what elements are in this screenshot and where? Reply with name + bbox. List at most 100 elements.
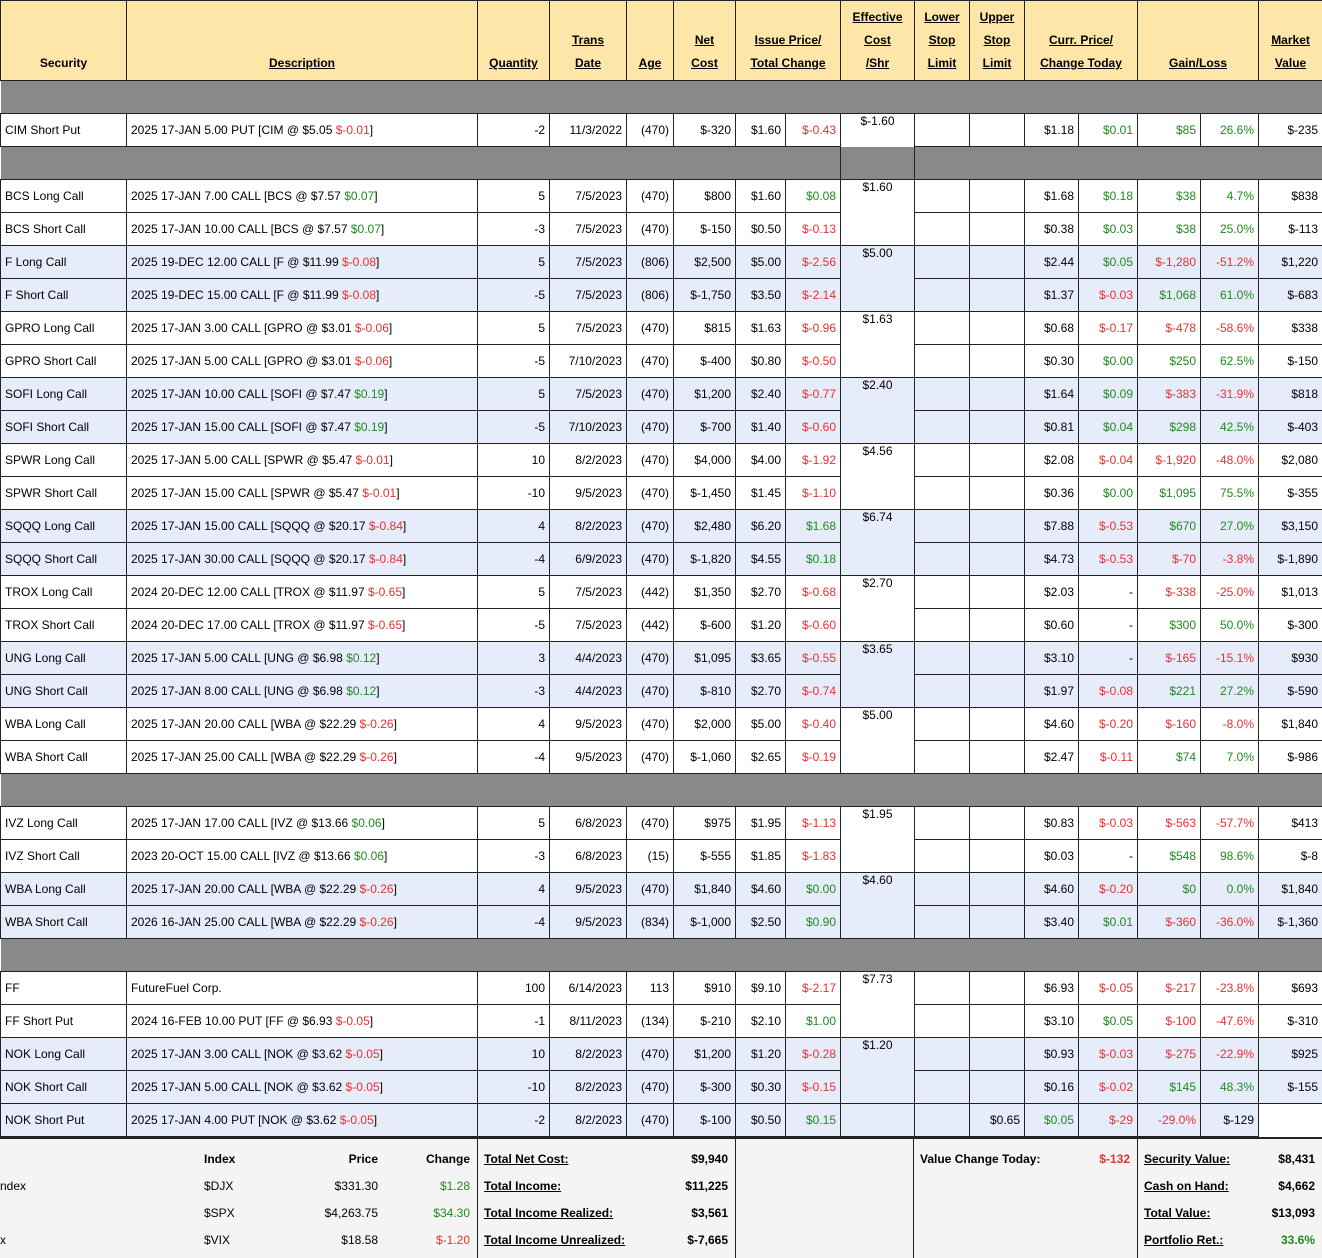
age-cell: (470) — [627, 114, 674, 147]
underlying-change: $0.07 — [344, 189, 374, 203]
security-cell: SPWR Long Call — [1, 444, 127, 477]
gain-loss-cell: $-165 — [1138, 642, 1201, 675]
underlying-change: $-0.05 — [340, 1113, 374, 1127]
net-cost-cell: $1,840 — [674, 873, 736, 906]
col-age[interactable]: Age — [627, 1, 674, 81]
security-cell: NOK Short Put — [1, 1104, 127, 1137]
total-change-cell: $-0.55 — [786, 642, 841, 675]
col-quantity[interactable]: Quantity — [478, 1, 550, 81]
net-cost-cell: $800 — [674, 180, 736, 213]
lower-stop-cell — [915, 906, 970, 939]
trans-date-cell: 7/5/2023 — [550, 609, 627, 642]
security-cell: NOK Long Call — [1, 1038, 127, 1071]
quantity-cell: 10 — [478, 1038, 550, 1071]
net-cost-cell: $-700 — [674, 411, 736, 444]
quantity-cell: 5 — [478, 807, 550, 840]
trans-date-cell: 6/8/2023 — [550, 840, 627, 873]
description-cell: 2025 19-DEC 12.00 CALL [F @ $11.99 $-0.0… — [127, 246, 478, 279]
curr-price-cell: $1.64 — [1025, 378, 1079, 411]
net-cost-cell: $-810 — [674, 675, 736, 708]
col-security[interactable]: Security — [1, 1, 127, 81]
trans-date-cell: 7/10/2023 — [550, 345, 627, 378]
issue-price-cell: $5.00 — [736, 246, 786, 279]
upper-stop-cell — [970, 312, 1025, 345]
bracket-close: ] — [382, 816, 385, 830]
total-change-cell: $-0.13 — [786, 213, 841, 246]
quantity-cell: -3 — [478, 675, 550, 708]
underlying-change: $-0.26 — [360, 915, 394, 929]
total-change-cell: $-2.56 — [786, 246, 841, 279]
trans-date-cell: 7/5/2023 — [550, 180, 627, 213]
change-today-cell: $-0.20 — [1079, 708, 1138, 741]
change-today-cell: $-0.03 — [1079, 279, 1138, 312]
issue-price-cell: $3.65 — [736, 642, 786, 675]
quantity-cell: -2 — [478, 1104, 550, 1137]
market-value-cell: $1,840 — [1259, 873, 1322, 906]
total-change-cell: $-0.19 — [786, 741, 841, 774]
issue-price-cell: $1.60 — [736, 180, 786, 213]
index-change: $34.30 — [380, 1200, 470, 1227]
age-cell: (470) — [627, 642, 674, 675]
col-curr-price[interactable]: Curr. Price/Change Today — [1025, 1, 1138, 81]
change-today-cell: - — [1079, 576, 1138, 609]
issue-price-cell: $0.50 — [736, 213, 786, 246]
price-header: Price — [300, 1146, 378, 1173]
col-issue-price[interactable]: Issue Price/Total Change — [736, 1, 841, 81]
value-change-panel: Value Change Today: $-132 — [913, 1139, 1138, 1258]
trans-date-cell: 8/2/2023 — [550, 1104, 627, 1137]
issue-price-cell: $4.00 — [736, 444, 786, 477]
trans-date-cell: 7/5/2023 — [550, 312, 627, 345]
issue-price-cell: $2.70 — [736, 576, 786, 609]
gain-loss-cell: $298 — [1138, 411, 1201, 444]
effective-cost-cell: $5.00 — [841, 708, 915, 774]
curr-price-cell: $3.40 — [1025, 906, 1079, 939]
underlying-change: $-0.06 — [355, 321, 389, 335]
age-cell: (470) — [627, 180, 674, 213]
curr-price-cell: $0.60 — [1025, 609, 1079, 642]
effective-cost-cell: $5.00 — [841, 246, 915, 312]
summary-value: $4,662 — [1247, 1173, 1315, 1200]
col-gain-loss[interactable]: Gain/Loss — [1138, 1, 1259, 81]
trans-date-cell: 7/5/2023 — [550, 246, 627, 279]
age-cell: (806) — [627, 246, 674, 279]
trans-date-cell: 4/4/2023 — [550, 642, 627, 675]
gain-loss-pct-cell: 27.2% — [1201, 675, 1259, 708]
age-cell: (470) — [627, 345, 674, 378]
col-description[interactable]: Description — [127, 1, 478, 81]
issue-price-cell: $1.60 — [736, 114, 786, 147]
